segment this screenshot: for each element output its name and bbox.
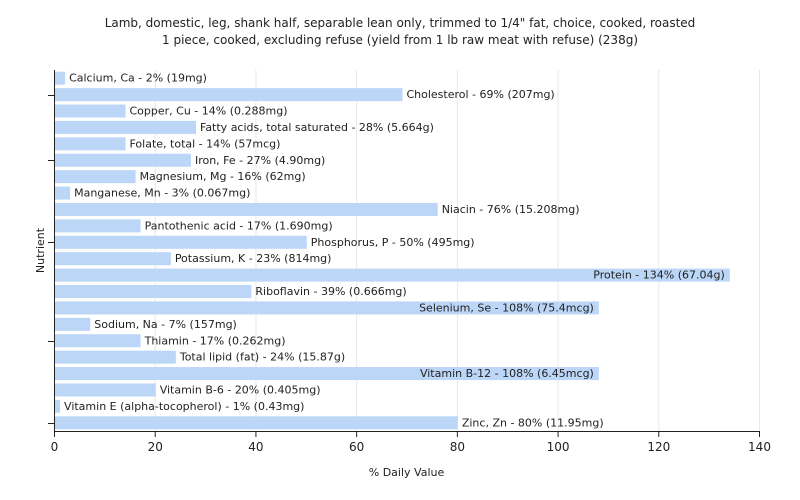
bar: [55, 104, 126, 118]
bar: [55, 120, 196, 134]
bar: [55, 285, 252, 299]
bar-label: Fatty acids, total saturated - 28% (5.66…: [200, 121, 434, 134]
bar-label: Vitamin B-6 - 20% (0.405mg): [160, 383, 321, 396]
x-tick-label: 120: [647, 440, 670, 454]
bars: [55, 71, 730, 430]
bar: [55, 153, 191, 167]
bar-label: Riboflavin - 39% (0.666mg): [255, 285, 406, 298]
bar: [55, 334, 141, 348]
x-tick-label: 0: [51, 440, 59, 454]
bar: [55, 416, 458, 430]
bar-label: Vitamin B-12 - 108% (6.45mcg): [420, 367, 594, 380]
bar: [55, 399, 61, 413]
bar-labels: Calcium, Ca - 2% (19mg) Cholesterol - 69%…: [64, 72, 725, 430]
bar: [55, 137, 126, 151]
x-tick-label: 100: [547, 440, 570, 454]
bar-label: Protein - 134% (67.04g): [593, 269, 725, 282]
bar: [55, 252, 171, 266]
bar-label: Vitamin E (alpha-tocopherol) - 1% (0.43m…: [64, 400, 304, 413]
y-axis-title: Nutrient: [34, 227, 47, 273]
bar-label: Magnesium, Mg - 16% (62mg): [140, 170, 306, 183]
bar-label: Potassium, K - 23% (814mg): [175, 252, 332, 265]
bar: [55, 383, 156, 397]
bar: [55, 367, 599, 381]
bar-label: Sodium, Na - 7% (157mg): [94, 318, 237, 331]
bar-label: Total lipid (fat) - 24% (15.87g): [179, 351, 345, 364]
bar-label: Selenium, Se - 108% (75.4mcg): [419, 301, 594, 314]
bar-label: Iron, Fe - 27% (4.90mg): [195, 154, 325, 167]
bar: [55, 186, 71, 200]
x-axis-title: % Daily Value: [369, 466, 445, 479]
bar: [55, 202, 438, 216]
bar-label: Niacin - 76% (15.208mg): [442, 203, 580, 216]
bar-label: Manganese, Mn - 3% (0.067mg): [74, 187, 250, 200]
bar: [55, 350, 176, 364]
x-tick-label: 140: [748, 440, 771, 454]
bar: [55, 88, 403, 102]
bar-label: Folate, total - 14% (57mcg): [130, 137, 281, 150]
bar: [55, 301, 599, 315]
x-tick-label: 20: [148, 440, 163, 454]
chart-title: Lamb, domestic, leg, shank half, separab…: [104, 16, 696, 30]
x-tick-label: 60: [349, 440, 364, 454]
bar-label: Calcium, Ca - 2% (19mg): [69, 72, 207, 85]
bar: [55, 170, 136, 184]
x-tick-label: 40: [248, 440, 263, 454]
x-tick-label: 80: [450, 440, 465, 454]
bar-label: Phosphorus, P - 50% (495mg): [311, 236, 475, 249]
bar-label: Pantothenic acid - 17% (1.690mg): [145, 219, 333, 232]
chart-subtitle: 1 piece, cooked, excluding refuse (yield…: [162, 33, 638, 47]
bar: [55, 71, 66, 85]
bar-label: Thiamin - 17% (0.262mg): [144, 334, 286, 347]
bar: [55, 268, 730, 282]
bar: [55, 235, 307, 249]
bar: [55, 317, 91, 331]
bar-label: Cholesterol - 69% (207mg): [406, 88, 554, 101]
bar: [55, 219, 141, 233]
bar-label: Copper, Cu - 14% (0.288mg): [130, 105, 288, 118]
axes: 0 20 40 60 80 100 120 140: [48, 70, 771, 454]
bar-label: Zinc, Zn - 80% (11.95mg): [462, 416, 604, 429]
